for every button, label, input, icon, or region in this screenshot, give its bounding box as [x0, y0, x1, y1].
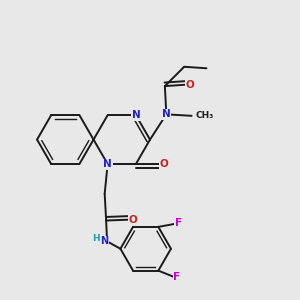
- Text: N: N: [131, 110, 140, 120]
- Text: CH₃: CH₃: [195, 111, 213, 120]
- Text: H: H: [92, 234, 100, 243]
- Text: O: O: [186, 80, 194, 90]
- Text: F: F: [173, 272, 181, 282]
- Text: N: N: [162, 109, 171, 119]
- Text: O: O: [128, 214, 137, 225]
- Text: F: F: [175, 218, 182, 228]
- Text: N: N: [103, 159, 112, 169]
- Text: N: N: [100, 236, 109, 246]
- Text: O: O: [160, 159, 169, 169]
